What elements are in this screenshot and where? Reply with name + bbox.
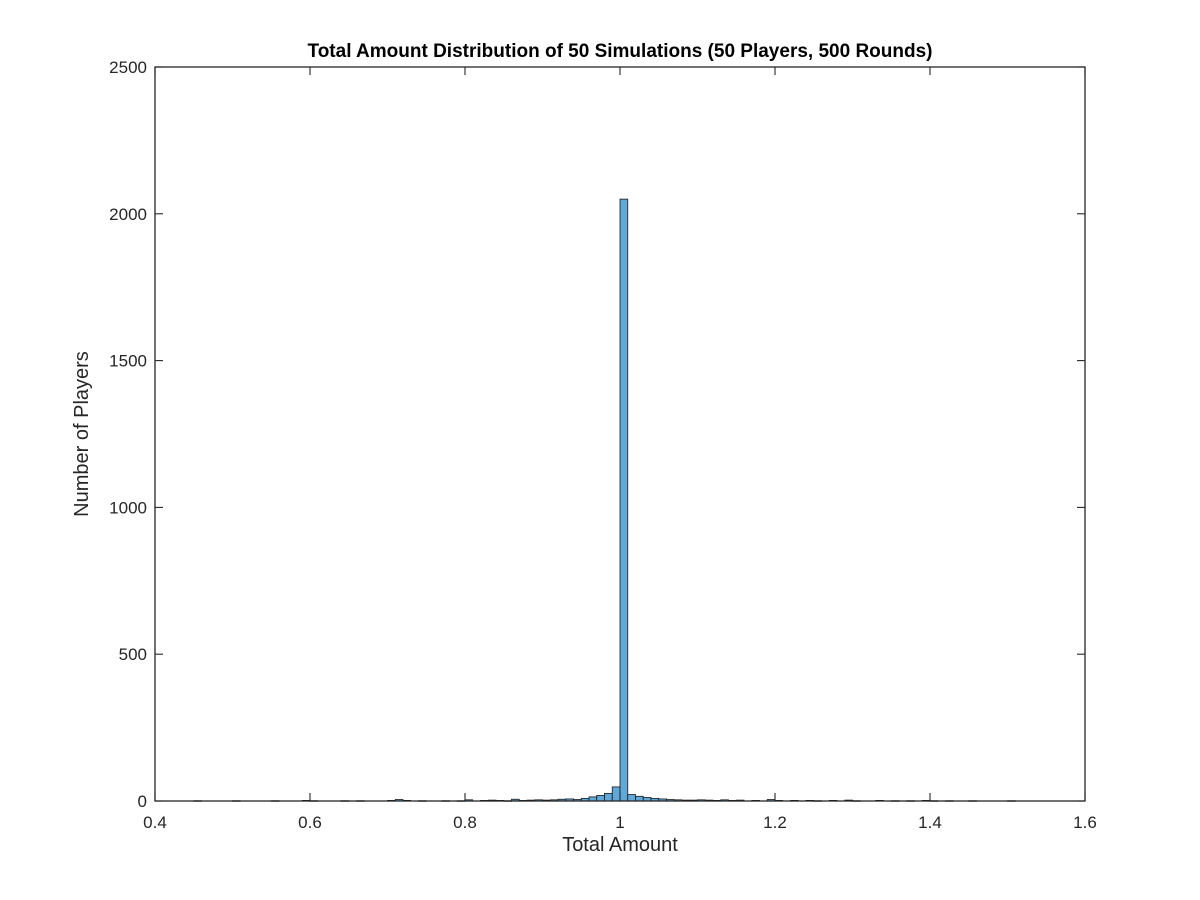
y-tick-label: 1500 — [109, 352, 147, 371]
x-tick-label: 1.4 — [918, 813, 942, 832]
y-axis-title: Number of Players — [71, 351, 93, 517]
plot-area-frame — [154, 66, 1086, 802]
ticks-group: 0.4 0.6 0.8 1 1.2 1.4 1.6 0 500 1000 1500 2000 2500 — [109, 58, 1097, 832]
chart-title: Total Amount Distribution of 50 Simulati… — [308, 41, 933, 62]
y-tick-label: 0 — [138, 792, 147, 811]
histogram-bar — [611, 786, 621, 802]
x-tick-label: 0.4 — [143, 813, 167, 832]
histogram-bar — [635, 795, 644, 802]
x-tick-label: 0.6 — [298, 813, 322, 832]
x-tick-label: 1.2 — [763, 813, 787, 832]
y-tick-label: 2500 — [109, 58, 147, 77]
x-tick-label: 1.6 — [1073, 813, 1097, 832]
histogram-bar — [627, 794, 636, 802]
histogram-bar — [604, 792, 613, 802]
histogram-bar — [619, 198, 629, 802]
x-axis-title: Total Amount — [562, 834, 678, 856]
y-tick-label: 500 — [119, 645, 147, 664]
histogram-bar — [596, 795, 605, 802]
x-tick-label: 0.8 — [453, 813, 477, 832]
y-tick-label: 2000 — [109, 205, 147, 224]
y-tick-label: 1000 — [109, 498, 147, 517]
x-tick-label: 1 — [615, 813, 624, 832]
